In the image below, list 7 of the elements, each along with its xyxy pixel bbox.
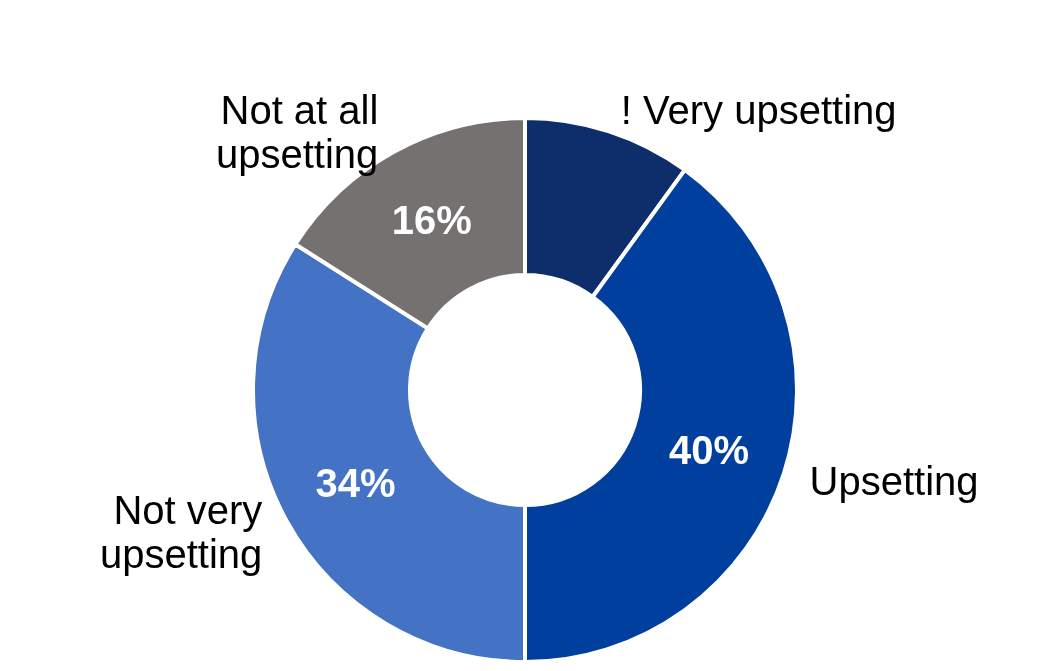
slice-label: ! Very upsetting (620, 88, 897, 133)
data-label: 40% (669, 427, 750, 472)
data-label: 34% (315, 461, 396, 506)
slice-label: Upsetting (809, 458, 979, 503)
slice-label: Not at all upsetting (216, 88, 379, 177)
data-label: 16% (391, 198, 472, 243)
slice-label: Not very upsetting (100, 487, 263, 576)
